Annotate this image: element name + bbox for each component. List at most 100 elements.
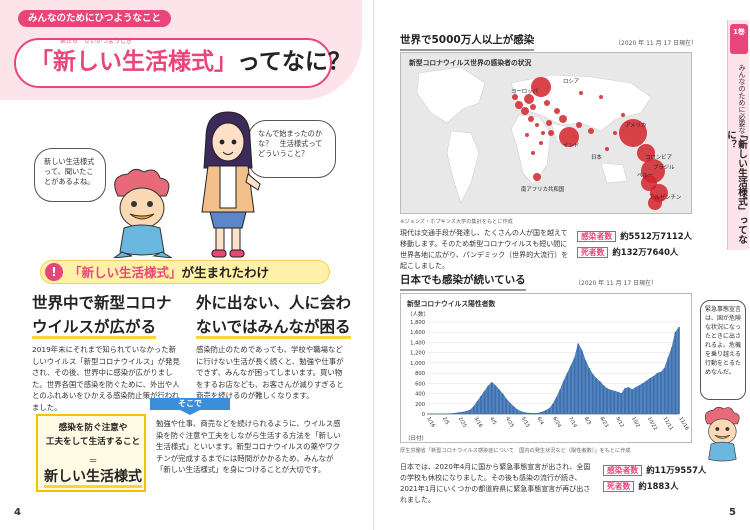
map-label: ブラジル [653, 163, 675, 171]
case-circle [637, 144, 655, 162]
x-tick-label: 1/16 [425, 416, 436, 429]
case-circle [576, 122, 582, 128]
x-tick-label: 2/25 [457, 416, 468, 429]
x-tick-label: 2/5 [441, 416, 450, 426]
y-tick-label: 600 [415, 381, 425, 387]
case-circle [621, 113, 625, 117]
map-label: アルゼンチン [649, 193, 681, 201]
case-circle [521, 107, 529, 115]
case-circle [541, 131, 545, 135]
map-label: 南アフリカ共和国 [521, 185, 564, 193]
japan-paragraph: 日本では、2020年4月に国から緊急事態宣言が出され、全国の学校も休校になりまし… [400, 463, 591, 504]
world-cases-value: 約5512万7112人 [620, 231, 692, 241]
map-caption: 新型コロナウイルス世界の感染者の状況 [409, 59, 532, 67]
conclusion-box: 感染を防ぐ注意や 工夫をして生活すること ＝ 新しい生活様式 [36, 414, 146, 492]
map-date: （2020 年 11 月 17 日現在） [615, 40, 698, 47]
chart-section-title: 日本でも感染が続いている [400, 272, 526, 291]
exclamation-icon: ! [45, 263, 63, 281]
conclusion-main-text: 新しい生活様式 [44, 469, 142, 488]
japan-deaths-stat: 死者数 約1883人 [603, 480, 678, 492]
world-deaths-stat: 死者数 約132万7640人 [577, 246, 678, 258]
case-circle [512, 94, 518, 100]
therefore-label: そこで [150, 398, 230, 410]
case-circle [599, 95, 603, 99]
page-number-left: 4 [14, 507, 21, 518]
heading-1-line-1: 世界中で新型コロナ [32, 294, 172, 312]
left-page: みんなのためにひつようなこと あたら せいかつようしき 「新しい生活様式」ってな… [0, 0, 362, 518]
x-tick-label: 6/4 [536, 416, 545, 426]
y-tick-label: 1,400 [410, 340, 425, 346]
x-tick-label: 9/12 [614, 416, 625, 429]
japan-cases-stat: 感染者数 約11万9557人 [603, 464, 706, 476]
world-map: 新型コロナウイルス世界の感染者の状況 ヨーロッパ ロシア 日本 インド アメリカ コロンビ… [400, 52, 692, 214]
y-tick-label: 1,000 [410, 361, 425, 367]
title-ruby: あたら せいかつようしき [60, 38, 133, 45]
case-circle [531, 151, 535, 155]
japan-cases-value: 約11万9557人 [646, 465, 707, 475]
section-heading: ! 「新しい生活様式」が生まれたわけ [40, 260, 330, 284]
page-title: 「新しい生活様式」ってなに？ [30, 44, 351, 80]
x-tick-label: 4/25 [504, 416, 515, 429]
girl-speech-bubble: なんで始まったのかな？ 生活様式ってどういうこと？ [248, 120, 336, 178]
case-circle [533, 173, 541, 181]
world-deaths-tag: 死者数 [577, 247, 609, 258]
mascot-speech-bubble-right: 緊急事態宣言は、国が危険な状況になったときに出されるよ。危機を乗り越える行動をと… [700, 300, 746, 400]
section-rest: が生まれたわけ [181, 265, 270, 280]
y-tick-label: 0 [422, 412, 425, 418]
chart-graphic: （人数） 0 200 400 600 800 1,000 1,200 1,400 1,600 1,8… [405, 310, 690, 442]
case-circle [528, 116, 534, 122]
y-tick-label: 1,200 [410, 351, 425, 357]
side-title: 「新しい生活様式」ってなに？ [725, 130, 747, 244]
continent-shape [600, 162, 628, 184]
continent-shape [510, 114, 552, 186]
paragraph-1: 2019年末にそれまで知られていなかった新しいウイルス「新型コロナウイルス」が発… [32, 345, 180, 412]
japan-deaths-value: 約1883人 [638, 481, 679, 491]
map-label: ロシア [563, 78, 579, 85]
y-tick-label: 400 [415, 392, 425, 398]
case-circle [524, 94, 534, 104]
title-highlight: 「新しい生活様式」 [30, 49, 237, 75]
japan-cases-tag: 感染者数 [603, 465, 643, 476]
fish-mascot-illustration-right [704, 406, 740, 462]
fish-mascot-illustration [113, 168, 173, 258]
chart-date: （2020 年 11 月 17 日現在） [575, 280, 658, 287]
world-deaths-value: 約132万7640人 [612, 247, 679, 257]
heading-2-line-2: ないではみんなが困る [196, 316, 351, 339]
heading-2-line-1: 外に出ない、人に会わ [196, 294, 352, 312]
case-circle [515, 101, 523, 109]
title-rest: ってなに？ [237, 49, 351, 75]
x-tick-label: 11/16 [677, 416, 689, 431]
map-label: インド [563, 143, 579, 149]
case-circle [559, 127, 579, 147]
equals-sign: ＝ [88, 457, 98, 467]
case-circle [588, 128, 594, 134]
kicker-label: みんなのためにひつようなこと [18, 10, 172, 27]
section-label: 「新しい生活様式」が生まれたわけ [69, 264, 269, 282]
case-circle [531, 77, 551, 97]
conclusion-main: 新しい生活様式 [38, 466, 148, 488]
map-label: 日本 [591, 153, 602, 161]
x-tick-label: 10/2 [630, 416, 641, 429]
page-number-right: 5 [729, 507, 736, 518]
map-paragraph: 現代は交通手段が発達し、たくさんの人が国を越えて移動します。そのため新型コロナウ… [400, 229, 569, 270]
chart-title: 新型コロナウイルス陽性者数 [407, 300, 496, 308]
right-page: 世界で5000万人以上が感染 （2020 年 11 月 17 日現在） 新型コロ… [375, 0, 750, 530]
mascot-speech-bubble: 新しい生活様式って、聞いたことがあるよね。 [34, 148, 106, 202]
case-circle [605, 147, 609, 151]
conclusion-line-1: 感染を防ぐ注意や [58, 423, 128, 433]
character-scene: 新しい生活様式って、聞いたことがあるよね。 なんで始まったのかな？ 生活様式って… [20, 108, 360, 258]
world-cases-tag: 感染者数 [577, 231, 617, 242]
map-credit: ※ジョンズ・ホプキンス大学の集計をもとに作成 [400, 219, 513, 225]
x-tick-label: 8/3 [583, 416, 592, 426]
japan-deaths-tag: 死者数 [603, 481, 635, 492]
case-circle [613, 131, 617, 135]
case-circle [619, 119, 647, 147]
side-index-tab: 1巻 みんなのために必要なこと 「新しい生活様式」ってなに？ [725, 20, 749, 250]
japan-case-chart: 新型コロナウイルス陽性者数 （人数） 0 200 400 600 800 1,000 1,20… [400, 293, 692, 443]
chart-credit: 厚生労働省「新型コロナウイルス感染症について 国内の発生状況など（陽性者数）」を… [400, 448, 631, 454]
case-circle [579, 91, 583, 95]
conclusion-paragraph: 勉強や仕事、商売などを続けられるように、ウイルス感染を防ぐ注意や工夫をしながら生… [156, 419, 341, 474]
y-tick-label: 1,800 [410, 320, 425, 326]
y-axis-label: （人数） [407, 310, 429, 318]
